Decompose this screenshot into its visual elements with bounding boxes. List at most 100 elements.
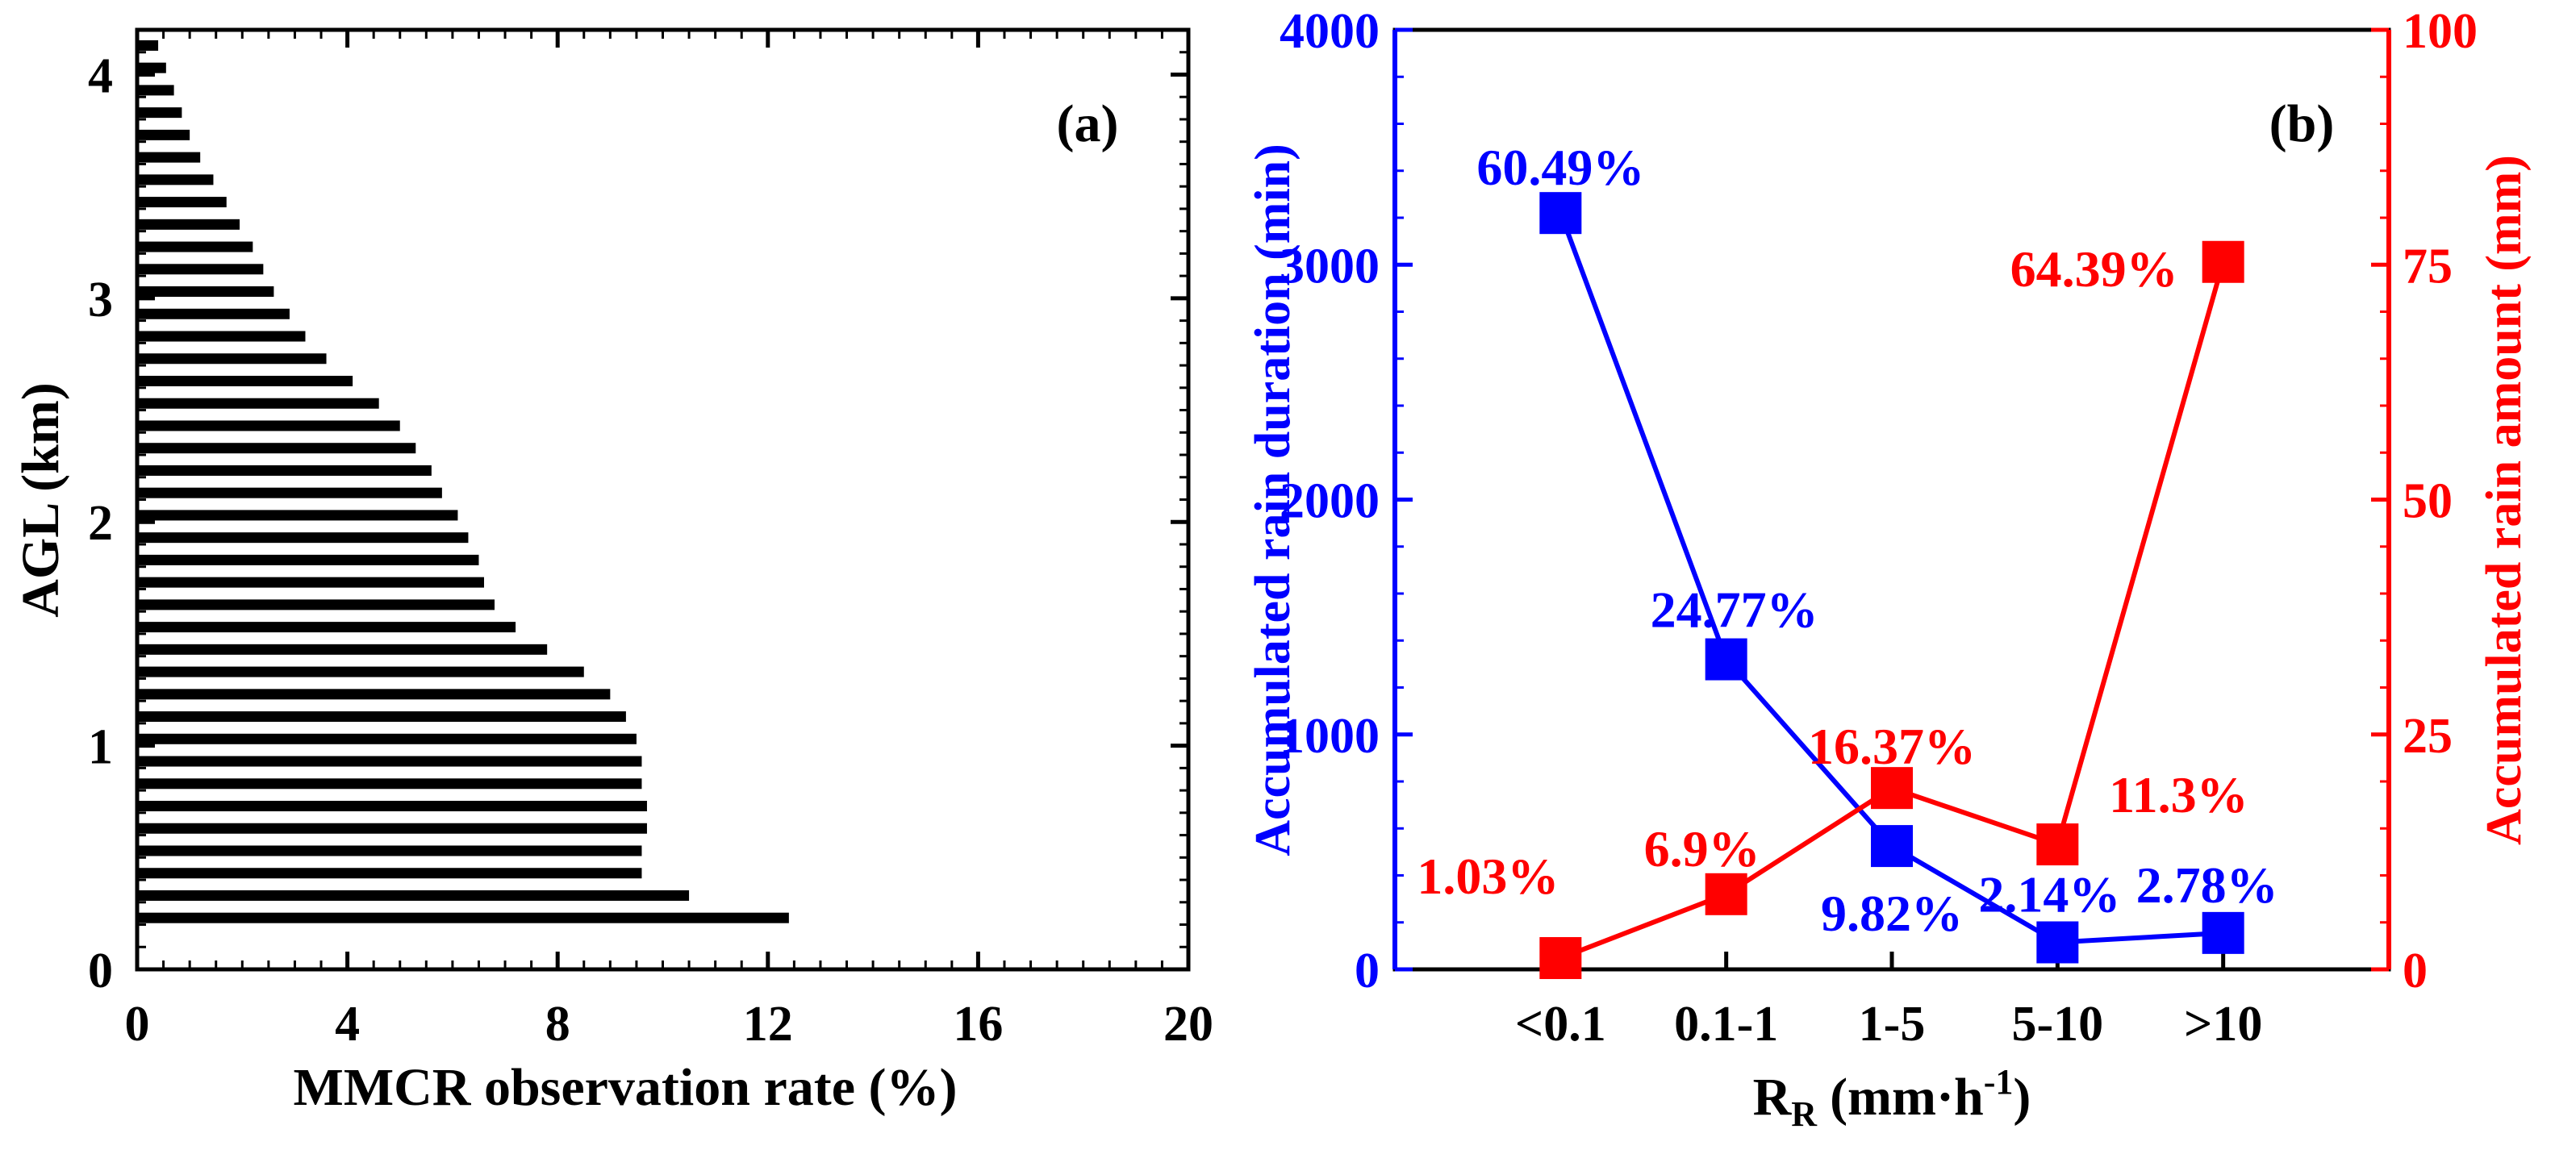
series-1-data-label-2: 16.37%	[1808, 718, 1976, 775]
bar-10	[137, 689, 611, 700]
category-label-0: <0.1	[1515, 997, 1606, 1052]
series-1-marker-1	[1705, 873, 1747, 915]
bar-31	[137, 219, 240, 230]
category-label-1: 0.1-1	[1674, 997, 1778, 1052]
panel-b-series: 60.49% 24.77% 9.82% 2.14% 2.78% 1.03% 6.9% 16.3…	[1417, 139, 2278, 980]
y-tick-label-3: 3	[88, 273, 113, 327]
panel-a-bars	[137, 40, 789, 923]
bar-38	[137, 62, 166, 73]
category-label-2: 1-5	[1859, 997, 1926, 1052]
series-0-data-label-1: 24.77%	[1651, 581, 1818, 639]
series-1-data-label-0: 1.03%	[1417, 848, 1559, 905]
category-label-4: >10	[2184, 997, 2262, 1052]
series-0-marker-3	[2036, 921, 2079, 964]
bar-5	[137, 801, 647, 812]
bar-1	[137, 890, 690, 901]
y-tick-label-4: 4	[88, 48, 113, 103]
x-tick-label-2: 8	[545, 997, 570, 1052]
bar-21	[137, 443, 416, 454]
right-y-tick-label-2: 50	[2403, 474, 2453, 529]
bar-8	[137, 733, 637, 744]
bar-37	[137, 85, 174, 96]
series-0-data-label-0: 60.49%	[1476, 139, 1644, 196]
series-1-data-label-3: 11.3%	[2109, 766, 2248, 823]
bar-2	[137, 868, 642, 879]
series-0-marker-2	[1871, 825, 1913, 868]
bar-12	[137, 644, 548, 655]
series-1-data-label-1: 6.9%	[1644, 820, 1760, 877]
bar-0	[137, 912, 789, 923]
bar-6	[137, 778, 642, 790]
bar-33	[137, 174, 214, 185]
bar-17	[137, 532, 469, 544]
bar-3	[137, 845, 642, 856]
panel-b-right-axis-label: Accumulated rain amount (mm)	[2477, 155, 2532, 845]
x-tick-label-0: 0	[125, 997, 150, 1052]
x-tick-label-3: 12	[743, 997, 793, 1052]
left-y-tick-label-3: 3000	[1280, 239, 1380, 294]
x-tick-label-5: 20	[1163, 997, 1213, 1052]
series-0-data-label-4: 2.78%	[2136, 856, 2278, 914]
bar-29	[137, 264, 264, 275]
panel-b-left-axis-label: Accumulated rain duration (min)	[1246, 144, 1301, 856]
bar-24	[137, 375, 353, 386]
bar-13	[137, 622, 516, 633]
bar-25	[137, 353, 327, 365]
y-tick-label-0: 0	[88, 944, 113, 998]
y-tick-label-1: 1	[88, 720, 113, 775]
bar-39	[137, 40, 159, 51]
bar-23	[137, 398, 379, 409]
series-0-marker-0	[1539, 192, 1582, 235]
bar-27	[137, 308, 290, 319]
bar-32	[137, 197, 227, 208]
bar-18	[137, 510, 458, 521]
bar-14	[137, 599, 495, 610]
bar-26	[137, 331, 306, 342]
series-0-data-label-3: 2.14%	[1978, 866, 2120, 923]
bar-30	[137, 241, 253, 252]
x-tick-label-4: 16	[953, 997, 1003, 1052]
bar-11	[137, 666, 584, 677]
panel-a-y-axis-label: AGL (km)	[11, 382, 70, 618]
panel-b: <0.1 0.1-1 1-5 5-10 >10 0 1000 2000 3000 4000 0 25 5…	[1246, 4, 2532, 1134]
x-label-superscript: -1	[1984, 1062, 2014, 1102]
left-y-tick-label-0: 0	[1355, 944, 1380, 998]
panel-b-label: (b)	[2269, 94, 2335, 153]
left-y-tick-label-1: 1000	[1280, 709, 1380, 764]
bar-22	[137, 420, 400, 431]
y-tick-label-2: 2	[88, 496, 113, 551]
bar-28	[137, 286, 274, 298]
left-y-tick-label-2: 2000	[1280, 474, 1380, 529]
x-label-close: )	[2013, 1068, 2031, 1127]
right-y-tick-label-0: 0	[2403, 944, 2428, 998]
panel-b-ticks: <0.1 0.1-1 1-5 5-10 >10 0 1000 2000 3000 4000 0 25 5…	[1280, 4, 2478, 1052]
x-label-units: (mm·h	[1830, 1068, 1984, 1127]
bar-16	[137, 554, 479, 565]
series-1-marker-3	[2036, 823, 2079, 866]
x-label-subscript: R	[1791, 1094, 1818, 1134]
series-1-data-label-4: 64.39%	[2010, 240, 2178, 298]
right-y-tick-label-4: 100	[2403, 4, 2478, 59]
panel-a-x-axis-label: MMCR observation rate (%)	[294, 1058, 958, 1117]
panel-b-x-axis-label: RR (mm·h-1)	[1753, 1062, 2031, 1134]
bar-20	[137, 465, 432, 476]
bar-34	[137, 152, 201, 163]
right-y-tick-label-3: 75	[2403, 239, 2453, 294]
series-1-marker-4	[2202, 240, 2244, 283]
x-label-main: R	[1753, 1068, 1793, 1127]
bar-19	[137, 487, 442, 498]
category-label-3: 5-10	[2012, 997, 2104, 1052]
series-0-marker-1	[1705, 638, 1747, 681]
bar-35	[137, 129, 190, 140]
series-0-data-label-2: 9.82%	[1821, 885, 1963, 942]
right-y-tick-label-1: 25	[2403, 709, 2453, 764]
bar-15	[137, 577, 484, 588]
series-1-marker-2	[1871, 767, 1913, 810]
series-0-marker-4	[2202, 911, 2244, 954]
bar-4	[137, 823, 647, 834]
x-tick-label-1: 4	[335, 997, 360, 1052]
series-1-marker-0	[1539, 937, 1582, 980]
